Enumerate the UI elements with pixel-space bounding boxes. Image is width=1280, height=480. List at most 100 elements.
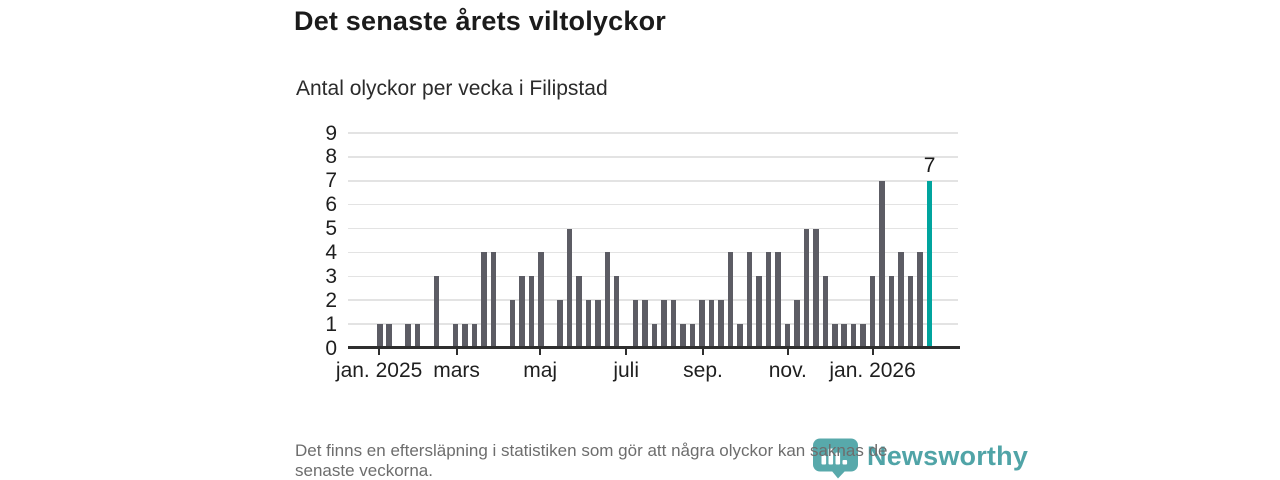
bar <box>917 252 923 348</box>
bar <box>557 300 563 348</box>
x-axis-tick-label: jan. 2025 <box>335 359 423 382</box>
y-axis-tick-label: 6 <box>325 193 337 217</box>
x-axis-tick-label: mars <box>433 359 480 382</box>
x-axis-tick <box>455 348 458 355</box>
bar-highlighted <box>926 180 933 348</box>
y-axis-tick-label: 2 <box>325 288 337 312</box>
bar <box>794 300 800 348</box>
bar <box>471 324 478 348</box>
bar <box>765 252 772 348</box>
bar <box>888 276 895 348</box>
newsworthy-logo[interactable]: Newsworthy <box>812 438 1028 479</box>
bar <box>670 300 677 348</box>
gridline <box>348 299 958 301</box>
bar <box>718 300 724 348</box>
bar <box>784 324 791 348</box>
gridline <box>348 156 958 158</box>
bar <box>651 324 658 348</box>
y-axis-tick-label: 4 <box>325 240 337 264</box>
bar <box>746 252 753 348</box>
y-axis-tick-label: 5 <box>325 217 337 241</box>
bar <box>377 324 383 348</box>
bar <box>604 252 610 348</box>
bar <box>519 276 525 348</box>
x-axis-tick <box>702 348 705 355</box>
y-axis-tick-label: 7 <box>325 169 337 193</box>
bar <box>462 324 468 348</box>
gridline <box>348 275 958 278</box>
bar <box>386 324 392 348</box>
bar <box>813 228 819 348</box>
chart-title: Det senaste årets viltolyckor <box>294 6 666 36</box>
gridline <box>348 180 958 182</box>
bar <box>405 324 411 348</box>
bar <box>832 324 838 348</box>
bar <box>860 324 866 348</box>
bar <box>708 300 715 348</box>
bar <box>661 300 667 348</box>
gridline <box>348 132 958 134</box>
gridline <box>348 251 958 254</box>
bar <box>898 252 904 348</box>
y-axis-tick-label: 1 <box>325 312 337 336</box>
bar <box>509 300 516 348</box>
x-axis-tick-label: jan. 2026 <box>829 359 916 382</box>
plot-area: 7 <box>348 132 958 348</box>
bar <box>775 252 781 348</box>
bar <box>699 300 705 348</box>
gridline <box>348 227 958 230</box>
bar <box>850 324 857 348</box>
bar <box>642 300 648 348</box>
bar <box>538 252 544 348</box>
bar <box>490 252 497 348</box>
x-axis-tick-label: maj <box>523 359 558 382</box>
bar <box>414 324 421 348</box>
bar <box>452 324 459 348</box>
y-axis-tick-label: 8 <box>325 145 337 169</box>
x-axis-tick <box>539 348 542 355</box>
bar <box>632 300 639 348</box>
y-axis-tick-label: 9 <box>325 121 337 145</box>
y-axis-tick-label: 0 <box>325 336 337 360</box>
x-axis-tick-label: sep. <box>683 359 723 382</box>
bar <box>433 276 440 348</box>
bar <box>680 324 686 348</box>
bar <box>879 180 885 348</box>
bar <box>566 228 573 348</box>
bar <box>756 276 762 348</box>
x-axis-line <box>348 346 960 349</box>
bar-value-label: 7 <box>923 153 936 177</box>
bar <box>907 276 914 348</box>
x-axis-ticks <box>348 348 958 356</box>
bar <box>869 276 876 348</box>
bar <box>689 324 696 348</box>
x-axis-labels: jan. 2025 mars maj juli sep. nov. jan. 2026 <box>336 358 958 384</box>
chart-footnote: Det finns en eftersläpning i statistiken… <box>295 441 995 480</box>
bar <box>585 300 592 348</box>
x-axis-tick-label: nov. <box>768 359 807 382</box>
bar <box>528 276 535 348</box>
bar <box>822 276 829 348</box>
bar <box>803 228 810 348</box>
bar <box>727 252 734 348</box>
y-axis-tick-label: 3 <box>325 264 337 288</box>
x-axis-tick-label: juli <box>613 359 639 382</box>
newsworthy-logo-text: Newsworthy <box>867 441 1029 471</box>
x-axis-tick <box>871 348 874 355</box>
bar <box>595 300 601 348</box>
footnote-line-2: senaste veckorna. <box>295 460 433 480</box>
x-axis-tick <box>625 348 628 355</box>
newsworthy-pin-barchart-icon <box>812 438 860 479</box>
bar <box>613 276 620 348</box>
x-axis-tick <box>786 348 789 355</box>
gridline <box>348 203 958 206</box>
bar <box>737 324 743 348</box>
bar <box>841 324 847 348</box>
bar <box>576 276 582 348</box>
bar <box>481 252 487 348</box>
chart-subtitle: Antal olyckor per vecka i Filipstad <box>296 77 608 100</box>
footnote-line-1: Det finns en eftersläpning i statistiken… <box>295 441 888 460</box>
x-axis-tick <box>378 348 381 355</box>
